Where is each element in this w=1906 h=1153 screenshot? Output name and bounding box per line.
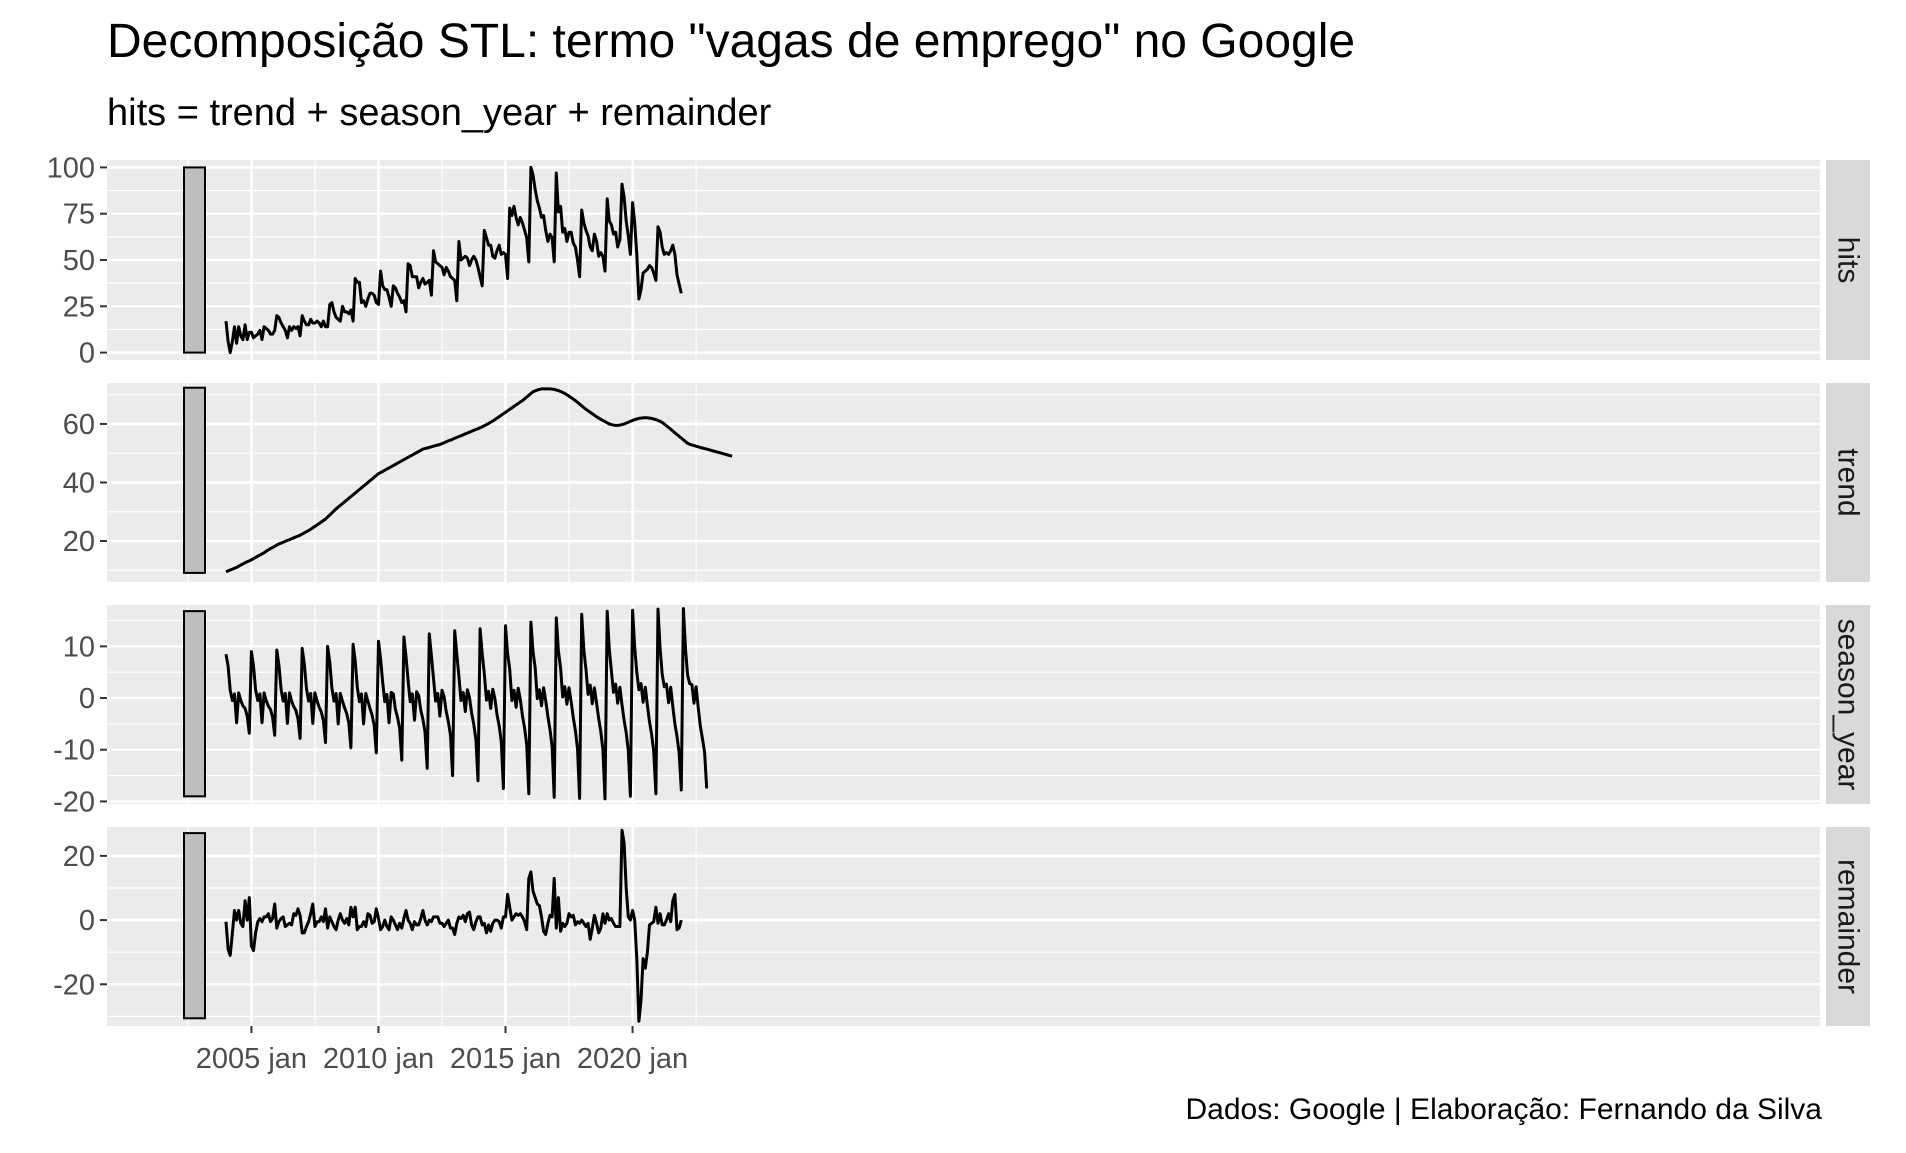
y-tick-label: 10 bbox=[63, 631, 95, 663]
x-axis: 2005 jan 2010 jan 2015 jan 2020 jan bbox=[196, 1026, 688, 1075]
panel-remainder: -20 0 20 remainder bbox=[53, 827, 1870, 1026]
y-tick-label: -20 bbox=[53, 969, 95, 1001]
panel-background bbox=[107, 827, 1820, 1026]
panel-trend: 20 40 60 trend bbox=[63, 383, 1870, 582]
scale-bar bbox=[183, 610, 206, 798]
scale-bar bbox=[183, 166, 206, 354]
facet-strip bbox=[1826, 605, 1870, 804]
scale-bar bbox=[183, 832, 206, 1020]
panel-background bbox=[107, 605, 1820, 804]
y-tick-label: 0 bbox=[79, 905, 95, 937]
facet-strip-label: remainder bbox=[1832, 859, 1865, 994]
chart-title: Decomposição STL: termo "vagas de empreg… bbox=[107, 15, 1356, 68]
facet-strip-label: hits bbox=[1832, 237, 1865, 284]
facet-strip bbox=[1826, 383, 1870, 582]
scale-bar bbox=[183, 386, 206, 574]
y-tick-label: -20 bbox=[53, 786, 95, 818]
y-tick-label: 0 bbox=[79, 683, 95, 715]
facet-strip-label: trend bbox=[1832, 448, 1865, 516]
panel-season-year: -20 -10 0 10 season_year bbox=[53, 605, 1870, 818]
x-tick-label: 2005 jan bbox=[196, 1043, 307, 1075]
y-tick-label: 100 bbox=[47, 152, 95, 184]
y-tick-label: -10 bbox=[53, 735, 95, 767]
y-tick-label: 20 bbox=[63, 526, 95, 558]
x-tick-label: 2020 jan bbox=[577, 1043, 688, 1075]
y-tick-label: 25 bbox=[63, 291, 95, 323]
y-tick-label: 50 bbox=[63, 245, 95, 277]
facet-strip bbox=[1826, 160, 1870, 360]
y-tick-label: 20 bbox=[63, 841, 95, 873]
panel-hits: 0 25 50 75 100 hits bbox=[47, 152, 1870, 370]
facet-strip bbox=[1826, 827, 1870, 1026]
chart-subtitle: hits = trend + season_year + remainder bbox=[107, 92, 772, 134]
chart-caption: Dados: Google | Elaboração: Fernando da … bbox=[1185, 1093, 1822, 1126]
facet-strip-label: season_year bbox=[1832, 619, 1865, 791]
x-tick-label: 2015 jan bbox=[450, 1043, 561, 1075]
series-line-season-year bbox=[224, 607, 709, 801]
y-tick-label: 60 bbox=[63, 409, 95, 441]
series-line-hits bbox=[224, 165, 683, 355]
y-tick-label: 75 bbox=[63, 199, 95, 231]
y-tick-label: 40 bbox=[63, 468, 95, 500]
y-tick-label: 0 bbox=[79, 338, 95, 370]
series-line-remainder bbox=[224, 828, 683, 1023]
x-tick-label: 2010 jan bbox=[323, 1043, 434, 1075]
series-line-trend bbox=[225, 387, 733, 574]
